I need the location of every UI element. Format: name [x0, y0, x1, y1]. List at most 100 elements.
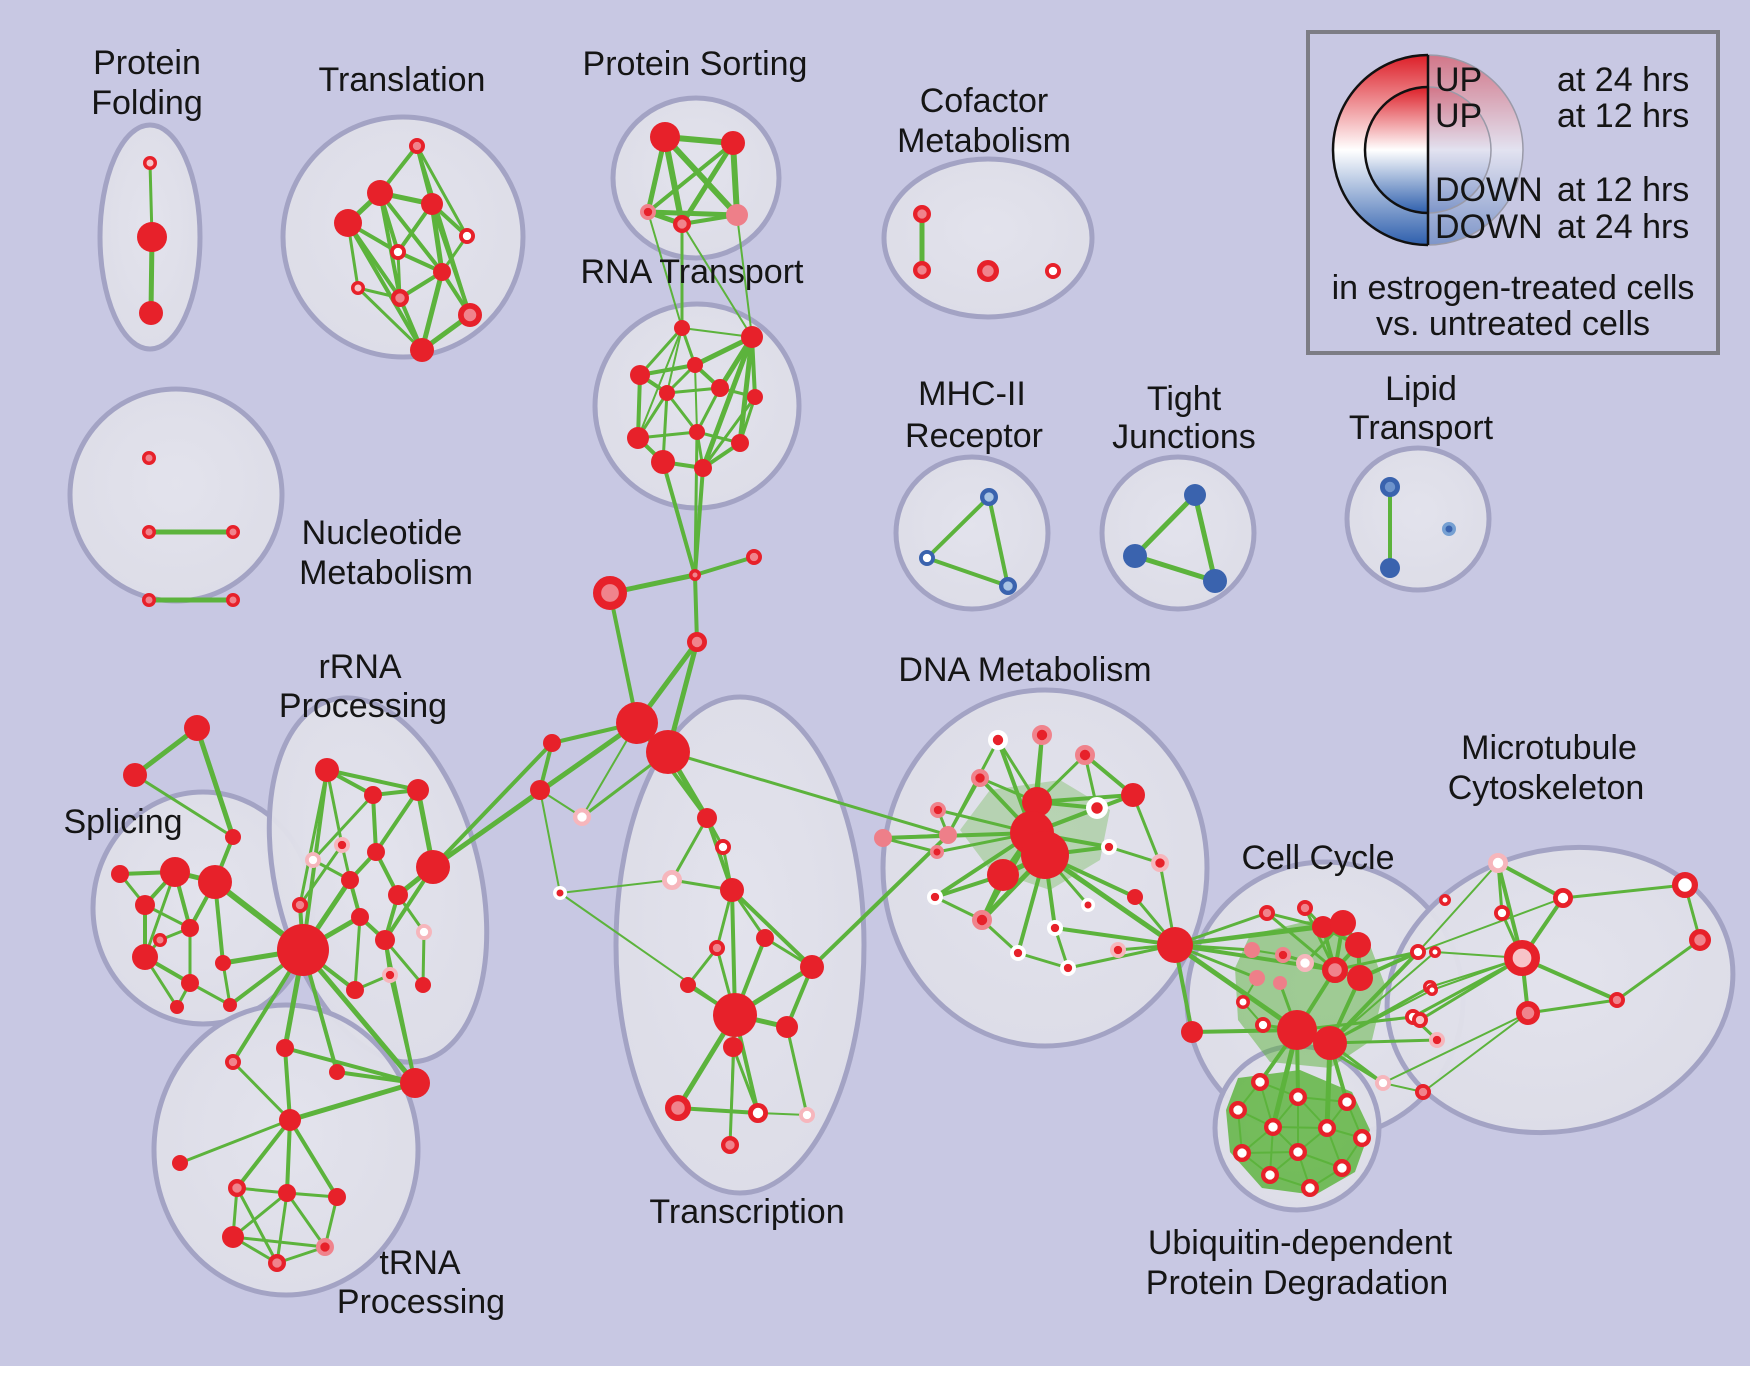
node[interactable]	[1503, 940, 1540, 977]
node[interactable]	[1296, 953, 1315, 972]
node[interactable]	[747, 389, 763, 405]
node[interactable]	[172, 1155, 188, 1171]
node[interactable]	[1157, 927, 1193, 963]
node[interactable]	[1181, 1021, 1203, 1043]
node[interactable]	[351, 281, 365, 295]
node[interactable]	[572, 807, 591, 826]
node[interactable]	[1380, 476, 1401, 497]
node[interactable]	[1297, 899, 1314, 916]
node[interactable]	[687, 357, 703, 373]
node[interactable]	[421, 193, 443, 215]
node[interactable]	[1047, 919, 1064, 936]
node[interactable]	[1110, 941, 1127, 958]
node[interactable]	[720, 878, 744, 902]
node[interactable]	[756, 929, 774, 947]
node[interactable]	[142, 525, 156, 539]
node[interactable]	[1255, 1016, 1272, 1033]
node[interactable]	[1301, 1179, 1320, 1198]
node[interactable]	[1321, 956, 1348, 983]
node[interactable]	[714, 838, 731, 855]
node[interactable]	[530, 780, 550, 800]
node[interactable]	[912, 261, 931, 280]
node[interactable]	[1671, 871, 1698, 898]
node[interactable]	[1101, 838, 1118, 855]
node[interactable]	[1380, 558, 1400, 578]
node[interactable]	[1442, 522, 1456, 536]
node[interactable]	[1203, 569, 1227, 593]
node[interactable]	[616, 702, 658, 744]
node[interactable]	[1009, 944, 1026, 961]
node[interactable]	[776, 1016, 798, 1038]
node[interactable]	[135, 895, 155, 915]
node[interactable]	[1609, 991, 1626, 1008]
node[interactable]	[694, 459, 712, 477]
node[interactable]	[277, 924, 329, 976]
node[interactable]	[1375, 1075, 1392, 1092]
node[interactable]	[316, 1238, 335, 1257]
node[interactable]	[215, 955, 231, 971]
node[interactable]	[979, 488, 998, 507]
node[interactable]	[382, 966, 399, 983]
node[interactable]	[400, 1068, 430, 1098]
node[interactable]	[912, 205, 931, 224]
node[interactable]	[627, 427, 649, 449]
node[interactable]	[721, 131, 745, 155]
node[interactable]	[198, 865, 232, 899]
node[interactable]	[1184, 484, 1206, 506]
node[interactable]	[137, 222, 167, 252]
node[interactable]	[416, 850, 450, 884]
node[interactable]	[111, 865, 129, 883]
node[interactable]	[1264, 1118, 1283, 1137]
node[interactable]	[226, 525, 240, 539]
node[interactable]	[184, 715, 210, 741]
node[interactable]	[741, 326, 763, 348]
node[interactable]	[689, 569, 701, 581]
node[interactable]	[680, 977, 696, 993]
node[interactable]	[410, 338, 434, 362]
node[interactable]	[1412, 1011, 1429, 1028]
node[interactable]	[1060, 959, 1077, 976]
node[interactable]	[553, 886, 567, 900]
node[interactable]	[334, 836, 351, 853]
node[interactable]	[123, 763, 147, 787]
node[interactable]	[391, 289, 410, 308]
node[interactable]	[375, 930, 395, 950]
node[interactable]	[731, 434, 749, 452]
node[interactable]	[1410, 943, 1427, 960]
node[interactable]	[225, 829, 241, 845]
node[interactable]	[1022, 787, 1052, 817]
node[interactable]	[224, 1054, 241, 1071]
node[interactable]	[662, 870, 683, 891]
node[interactable]	[1021, 831, 1069, 879]
node[interactable]	[711, 379, 729, 397]
node[interactable]	[1273, 976, 1287, 990]
node[interactable]	[367, 180, 393, 206]
node[interactable]	[723, 1037, 743, 1057]
node[interactable]	[1123, 544, 1147, 568]
node[interactable]	[364, 786, 382, 804]
node[interactable]	[543, 734, 561, 752]
node[interactable]	[708, 939, 725, 956]
node[interactable]	[1086, 797, 1109, 820]
node[interactable]	[153, 933, 167, 947]
node[interactable]	[988, 730, 1009, 751]
node[interactable]	[1330, 910, 1356, 936]
node[interactable]	[458, 303, 483, 328]
node[interactable]	[142, 451, 156, 465]
node[interactable]	[279, 1109, 301, 1131]
node[interactable]	[351, 908, 369, 926]
node[interactable]	[142, 593, 156, 607]
node[interactable]	[367, 843, 385, 861]
node[interactable]	[1488, 853, 1509, 874]
node[interactable]	[1249, 970, 1265, 986]
node[interactable]	[328, 1188, 346, 1206]
node[interactable]	[1121, 783, 1145, 807]
node[interactable]	[1429, 1032, 1446, 1049]
node[interactable]	[972, 910, 993, 931]
node[interactable]	[1236, 995, 1250, 1009]
node[interactable]	[726, 204, 748, 226]
node[interactable]	[1275, 946, 1292, 963]
node[interactable]	[929, 801, 946, 818]
node[interactable]	[650, 122, 680, 152]
node[interactable]	[918, 549, 935, 566]
